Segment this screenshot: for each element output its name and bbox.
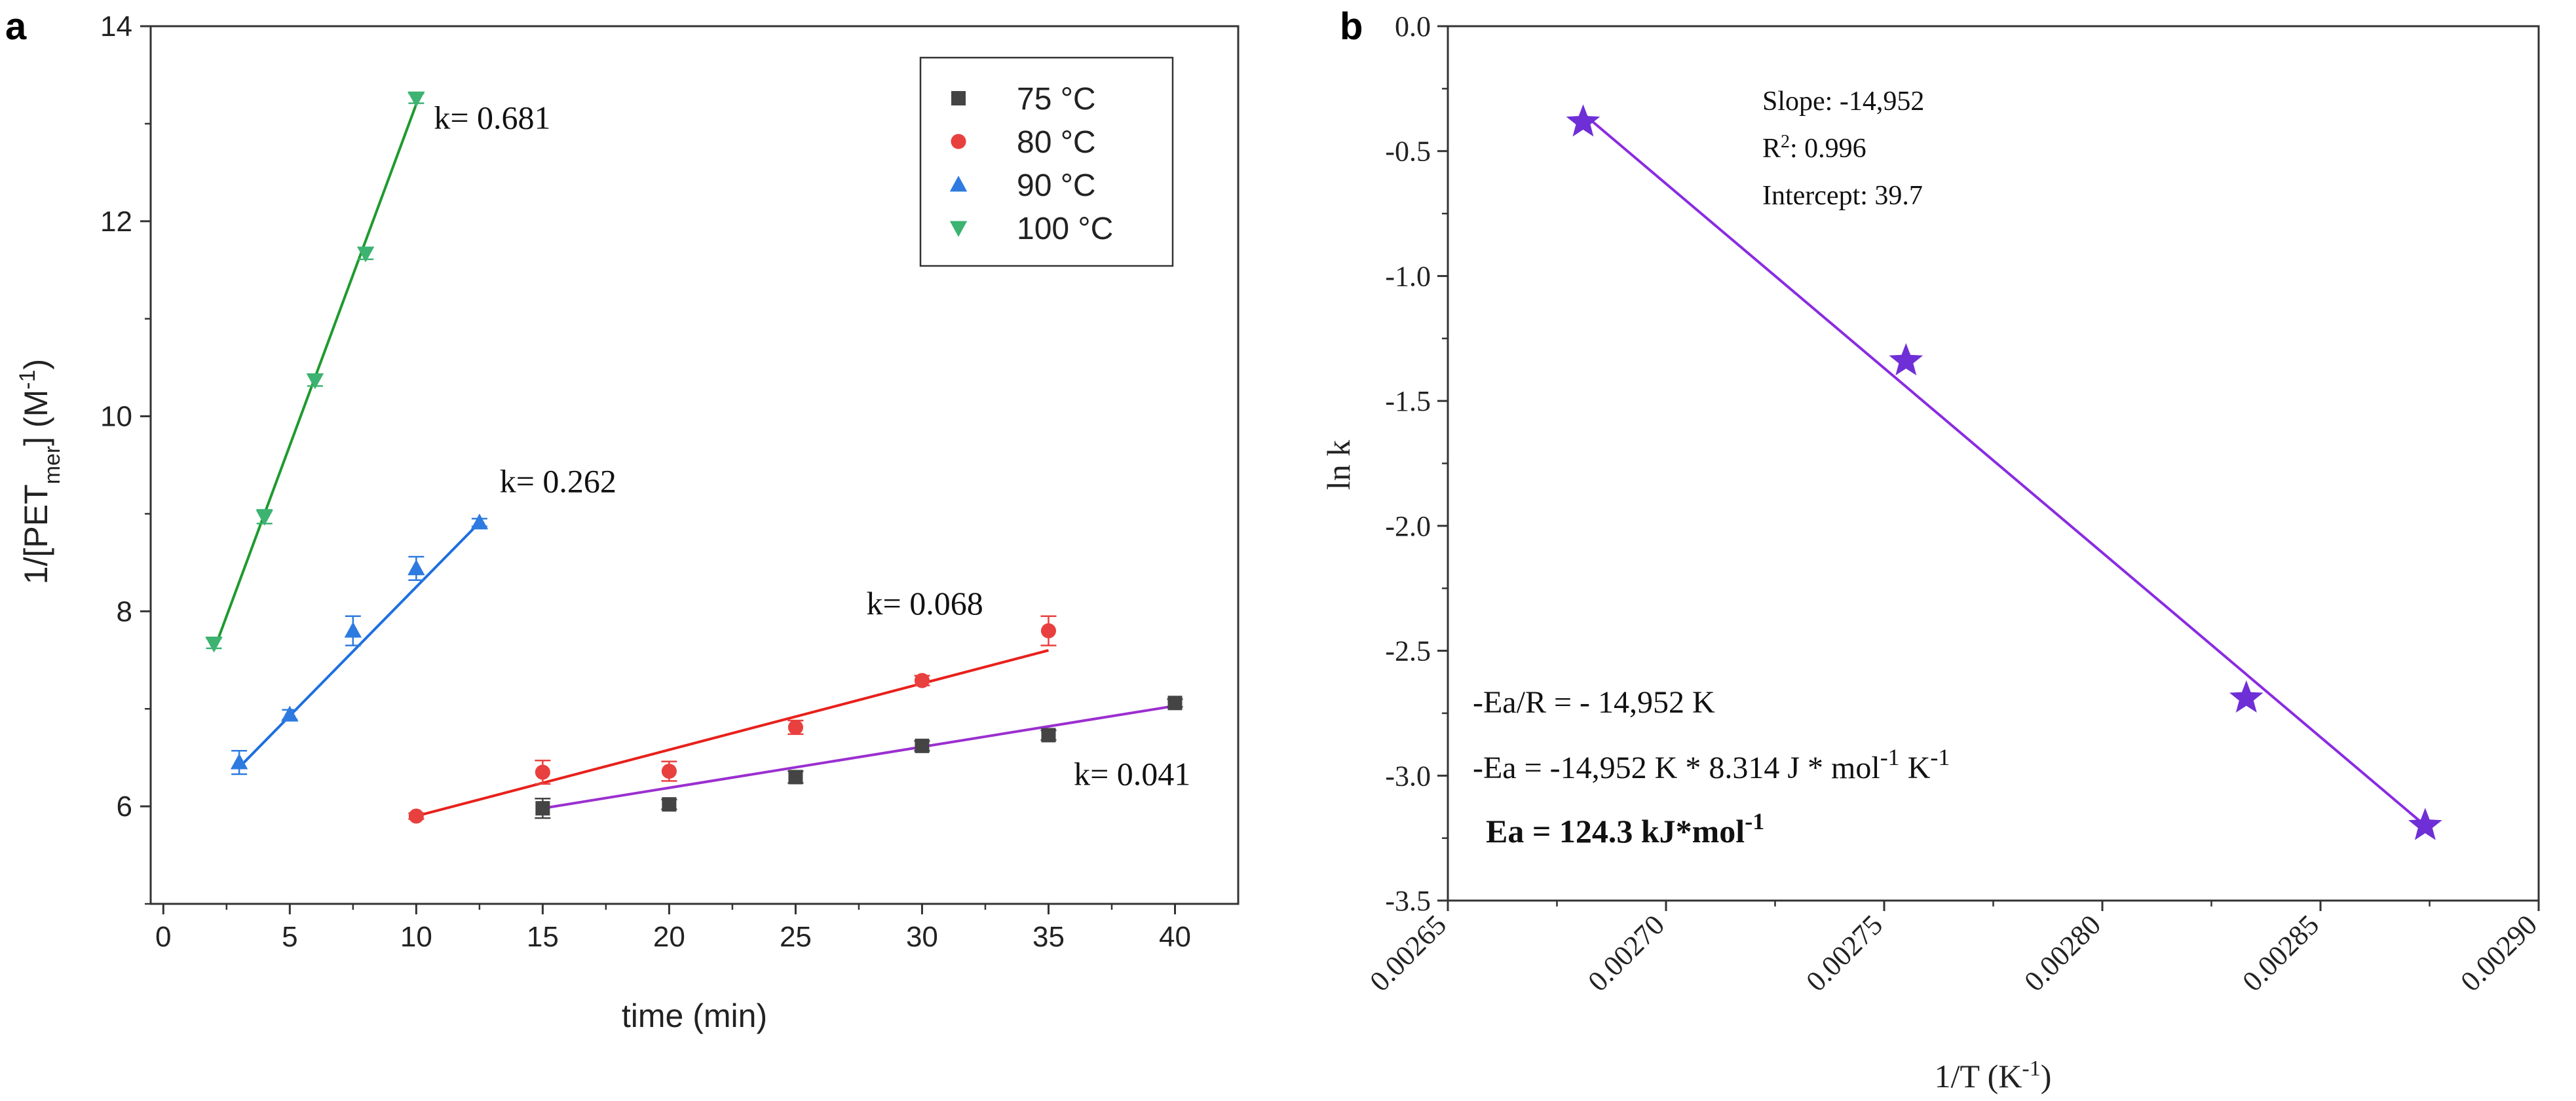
intercept-text: Intercept: 39.7	[1762, 181, 1923, 211]
panel-b-letter: b	[1340, 5, 1363, 48]
x-tick-label-a: 10	[400, 921, 432, 953]
x-tick-label-a: 20	[653, 921, 685, 953]
data-point-75c	[788, 770, 803, 785]
plot-a-frame	[149, 25, 1240, 905]
equation-line-1: -Ea/R = - 14,952 K	[1473, 685, 1715, 720]
legend-marker	[949, 176, 968, 192]
y-tick-label-b: 0.0	[1395, 10, 1431, 43]
data-point-100c	[205, 637, 223, 653]
k-label: k= 0.681	[434, 99, 550, 136]
data-point-90c	[230, 753, 248, 770]
plot-a-k-labels: k= 0.041 k= 0.068 k= 0.262 k= 0.681	[434, 99, 1190, 792]
x-tick-label-a: 35	[1032, 921, 1065, 953]
data-point-80c	[1040, 623, 1057, 639]
plot-b-fit-lines	[1582, 112, 2427, 827]
x-tick-label-b: 0.00285	[2236, 908, 2325, 998]
y-tick-label-b: -1.5	[1385, 385, 1431, 417]
legend-label: 80 °C	[1017, 125, 1096, 160]
panel-a-letter: a	[5, 5, 27, 48]
equation-line-2: -Ea = -14,952 K * 8.314 J * mol-1 K-1	[1473, 744, 1950, 785]
x-tick-label-b: 0.00275	[1800, 908, 1889, 998]
y-tick-label-b: -2.5	[1385, 635, 1431, 667]
plot-b-points	[1566, 104, 2442, 840]
x-tick-label-b: 0.00265	[1363, 908, 1452, 998]
data-point-90c	[344, 622, 362, 638]
arrhenius-point	[1566, 104, 1601, 137]
legend-label: 100 °C	[1017, 212, 1113, 246]
arrhenius-point	[2408, 808, 2442, 840]
panel-b: b 0.00265 0.00270 0.00275 0.00280 0.00285 0.0…	[1320, 5, 2543, 1094]
data-point-75c	[915, 738, 930, 753]
y-tick-label-b: -1.0	[1385, 260, 1431, 292]
slope-text: Slope: -14,952	[1762, 86, 1924, 117]
y-tick-label-b: -2.0	[1385, 510, 1431, 542]
plot-a-points	[205, 91, 1183, 824]
k-label: k= 0.068	[867, 585, 983, 622]
y-tick-label-a: 10	[100, 401, 132, 433]
x-axis-label-a: time (min)	[622, 998, 767, 1034]
data-point-90c	[470, 513, 489, 530]
y-tick-label-b: -3.0	[1385, 760, 1431, 792]
x-tick-label-a: 25	[780, 921, 812, 953]
legend: 75 °C 80 °C 90 °C 100 °C	[919, 56, 1174, 267]
fit-line-75c	[542, 704, 1175, 810]
data-point-80c	[661, 763, 677, 779]
arrhenius-fit-line	[1582, 112, 2427, 827]
x-tick-label-a: 15	[527, 921, 559, 953]
y-tick-label-a: 14	[100, 10, 132, 43]
data-point-75c	[1041, 728, 1056, 743]
fit-line-80c	[415, 648, 1049, 817]
k-label: k= 0.262	[500, 463, 616, 500]
arrhenius-point	[2229, 680, 2263, 713]
x-tick-label-b: 0.00290	[2454, 908, 2543, 998]
y-tick-label-b: -3.5	[1385, 885, 1431, 917]
plot-b-axes: 0.00265 0.00270 0.00275 0.00280 0.00285 0.002…	[1363, 10, 2543, 998]
x-tick-label-a: 40	[1159, 921, 1191, 953]
data-point-90c	[407, 559, 425, 576]
k-label: k= 0.041	[1074, 755, 1190, 792]
equation-line-3: Ea = 124.3 kJ*mol-1	[1486, 808, 1764, 849]
data-point-75c	[662, 797, 677, 812]
y-axis-label-b: ln k	[1320, 440, 1357, 490]
data-point-100c	[407, 91, 425, 107]
legend-label: 90 °C	[1017, 168, 1096, 203]
data-point-75c	[1167, 696, 1183, 711]
y-tick-label-a: 6	[117, 791, 132, 823]
y-axis-label-a: 1/[PETmer] (M-1)	[15, 359, 65, 584]
legend-marker	[951, 134, 966, 149]
y-tick-label-a: 8	[117, 595, 132, 627]
data-point-80c	[914, 673, 930, 688]
arrhenius-point	[1889, 343, 1923, 376]
r2-text: R2: 0.996	[1762, 132, 1866, 164]
data-point-75c	[535, 801, 550, 816]
legend-marker	[951, 91, 966, 105]
x-tick-label-b: 0.00280	[2018, 908, 2107, 998]
legend-label: 75 °C	[1017, 82, 1096, 117]
y-tick-label-a: 12	[100, 206, 132, 238]
data-point-100c	[256, 510, 273, 526]
data-point-80c	[535, 764, 550, 780]
x-tick-label-a: 0	[155, 921, 171, 953]
data-point-100c	[306, 373, 324, 390]
x-axis-label-b: 1/T (K-1)	[1935, 1056, 2052, 1095]
data-point-80c	[408, 808, 424, 824]
x-tick-label-b: 0.00270	[1582, 908, 1671, 998]
x-tick-label-a: 30	[906, 921, 938, 953]
y-tick-label-b: -0.5	[1385, 136, 1431, 168]
plot-a-axes: 0 5 10 15 20 25 30 35 40 6 8 10 12 14	[100, 10, 1191, 953]
x-tick-label-a: 5	[282, 921, 297, 953]
data-point-80c	[787, 719, 803, 736]
data-point-100c	[356, 246, 375, 263]
legend-marker	[949, 221, 968, 237]
data-point-90c	[281, 705, 299, 722]
